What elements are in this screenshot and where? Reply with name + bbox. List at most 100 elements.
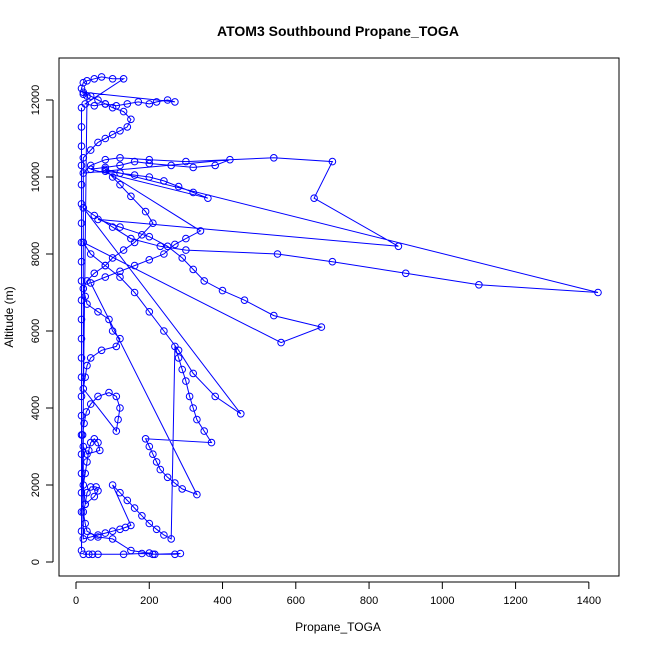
y-tick-label: 8000 [30, 242, 42, 266]
data-point [86, 92, 95, 100]
data-point [94, 487, 102, 495]
data-point [77, 257, 86, 266]
data-point [79, 535, 88, 543]
y-tick-label: 12000 [30, 85, 42, 116]
data-point [83, 77, 91, 85]
data-point [79, 284, 88, 293]
data-point [149, 450, 157, 459]
data-point [81, 500, 89, 509]
y-axis: 0 2000 4000 6000 8000 10000 12000 [30, 85, 54, 565]
data-point [116, 273, 124, 281]
data-point [171, 479, 179, 487]
data-point [101, 163, 110, 172]
data-point [97, 346, 106, 355]
data-point [160, 250, 168, 258]
data-point [79, 204, 88, 212]
data-point [94, 96, 102, 104]
data-point [167, 535, 175, 543]
data-point [127, 546, 135, 555]
data-point [145, 159, 154, 168]
data-point [108, 103, 117, 112]
data-point [112, 392, 121, 401]
data-point [77, 334, 86, 343]
data-point [149, 550, 157, 559]
data-point [101, 529, 110, 537]
y-tick-label: 10000 [30, 162, 42, 193]
data-point [96, 446, 104, 455]
data-point [81, 469, 89, 478]
data-point [94, 550, 102, 559]
x-tick-label: 800 [360, 595, 378, 607]
data-point [178, 254, 186, 262]
data-point [116, 161, 124, 170]
data-point [101, 100, 110, 108]
data-point [79, 154, 88, 162]
data-point [171, 342, 179, 351]
data-point [123, 100, 132, 108]
data-point [86, 354, 95, 362]
data-point [152, 525, 161, 534]
data-point [163, 473, 172, 482]
data-point [116, 488, 124, 497]
data-point [80, 419, 88, 428]
data-point [182, 377, 190, 385]
data-point [81, 519, 89, 528]
data-point [108, 527, 117, 536]
data-point [138, 549, 146, 558]
data-point [77, 508, 86, 516]
data-point [119, 75, 128, 83]
data-point [77, 411, 86, 420]
data-point [211, 161, 219, 170]
data-point [94, 438, 102, 447]
data-point [77, 103, 86, 112]
series-points [77, 73, 602, 559]
data-point [167, 161, 175, 170]
series-line [80, 76, 599, 555]
data-point [119, 107, 128, 116]
data-point [86, 400, 95, 408]
data-point [105, 315, 113, 324]
data-point [218, 286, 227, 295]
series-lines [80, 76, 599, 555]
data-point [138, 231, 146, 239]
data-point [112, 427, 121, 435]
data-point [86, 165, 95, 174]
data-point [152, 458, 161, 466]
data-point [328, 157, 337, 166]
data-point [116, 223, 124, 231]
data-point [130, 288, 139, 297]
data-point [174, 354, 183, 362]
data-point [594, 288, 602, 297]
data-point [116, 525, 124, 534]
data-point [145, 232, 154, 241]
x-tick-label: 400 [213, 595, 231, 607]
data-point [108, 173, 117, 181]
data-point [83, 450, 91, 459]
x-tick-label: 1400 [577, 595, 601, 607]
data-point [83, 361, 91, 370]
data-point [401, 269, 410, 278]
data-point [394, 242, 403, 251]
data-point [328, 257, 337, 266]
data-point [83, 527, 91, 536]
data-point [94, 308, 102, 316]
data-point [94, 533, 102, 541]
data-point [200, 427, 208, 435]
y-tick-label: 0 [30, 559, 42, 565]
data-point [77, 450, 86, 459]
y-axis-label: Altitude (m) [2, 286, 16, 347]
data-point [211, 392, 219, 401]
data-point [83, 277, 91, 285]
data-point [116, 404, 124, 412]
x-tick-label: 600 [287, 595, 305, 607]
data-point [138, 512, 146, 520]
data-point [171, 240, 179, 249]
data-point [130, 157, 139, 166]
data-point [145, 519, 154, 528]
data-point [134, 98, 143, 106]
data-point [160, 327, 168, 335]
data-point [273, 250, 282, 258]
data-point [310, 194, 318, 202]
data-point [156, 465, 165, 474]
data-point [77, 180, 86, 189]
